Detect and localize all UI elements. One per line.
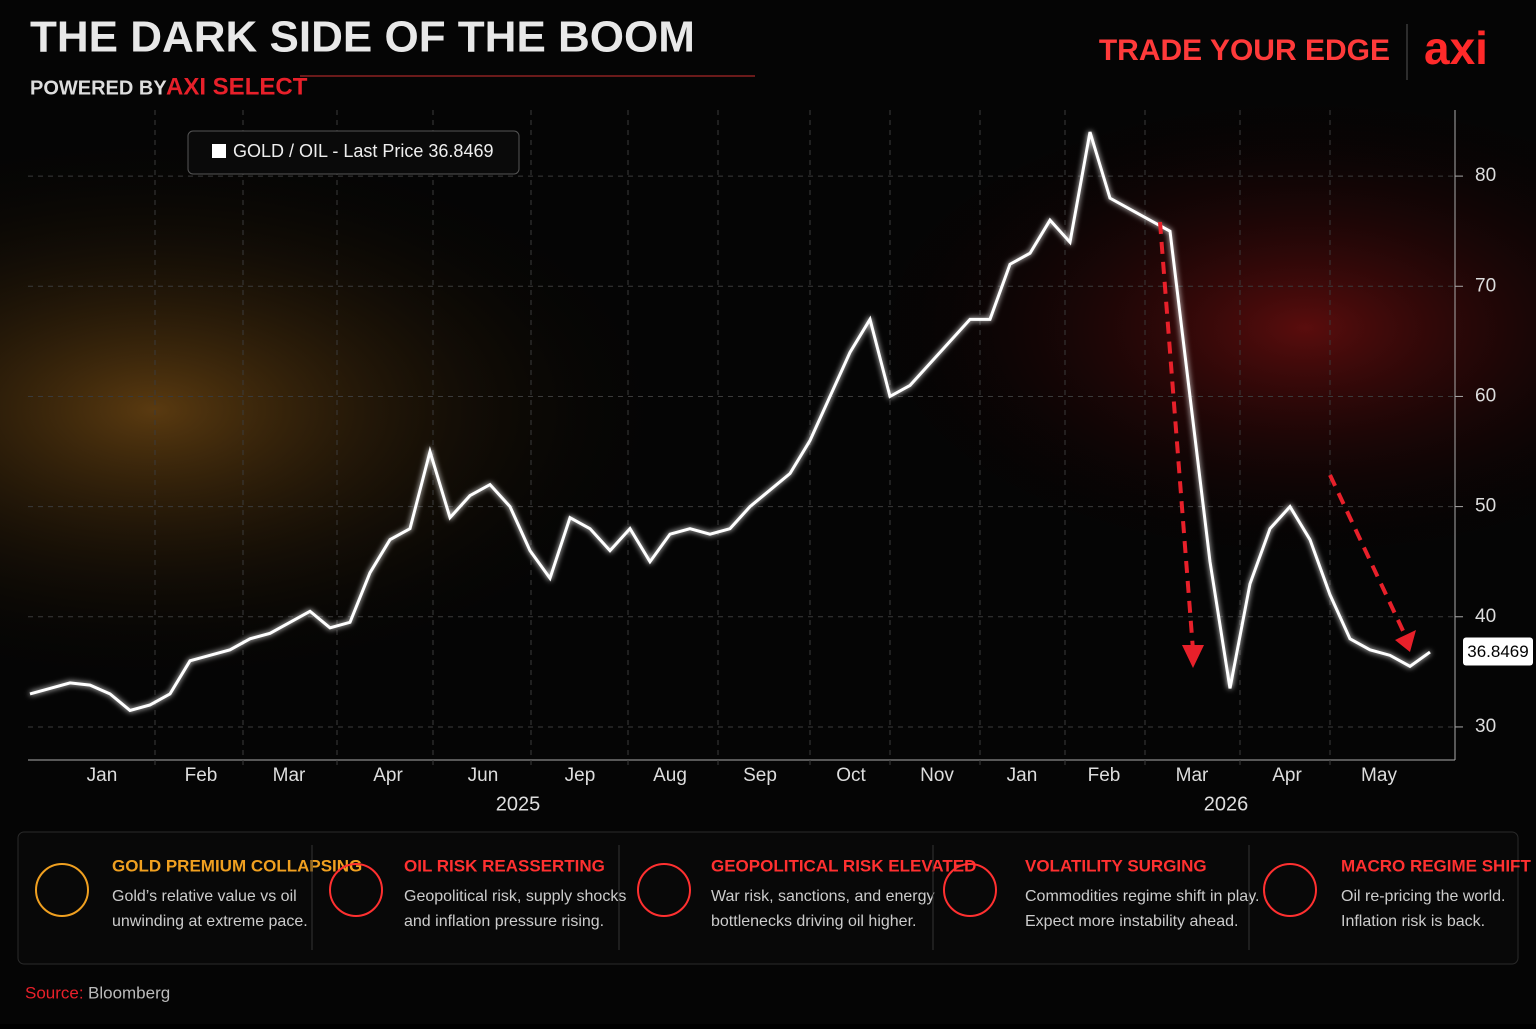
card-title: OIL RISK REASSERTING [404,856,605,875]
x-group-label: 2025 [496,793,541,815]
card-text: bottlenecks driving oil higher. [711,913,916,930]
card-title: MACRO REGIME SHIFT [1341,856,1531,875]
legend-last-price: 36.8469 [428,141,493,161]
drop-arrows [1158,221,1407,651]
legend-box [187,130,520,175]
x-tick-label: Sep [743,765,777,786]
x-tick-label: Feb [1088,765,1121,786]
powered-brand: AXI SELECT [166,73,308,100]
x-tick-label: Nov [920,765,954,786]
card-text: Oil re-pricing the world. [1341,888,1506,905]
y-tick-label: 30 [1475,716,1496,737]
tagline: TRADE YOUR EDGE [1099,34,1390,67]
x-tick-label: Jan [1007,765,1038,786]
y-tick-label: 60 [1475,385,1496,406]
legend-name: GOLD / OIL - Last Price [233,141,423,161]
card-icon [637,863,691,917]
card-text: Geopolitical risk, supply shocks [404,888,626,905]
legend-text: GOLD / OIL - Last Price 36.8469 [233,141,493,161]
card-icon [943,863,997,917]
card-text: Gold’s relative value vs oil [112,888,297,905]
card-icon [1263,863,1317,917]
x-tick-label: Apr [1272,765,1302,786]
x-tick-label: Feb [185,765,218,786]
card-icon [329,863,383,917]
x-tick-label: Aug [653,765,687,786]
y-tick-label: 50 [1475,496,1496,517]
card-title: GEOPOLITICAL RISK ELEVATED [711,856,976,875]
powered-by: POWERED BY [30,77,167,99]
legend-swatch [212,144,226,158]
x-tick-label: May [1361,765,1397,786]
card-text: Expect more instability ahead. [1025,913,1238,930]
price-line [29,131,1431,713]
x-tick-label: Jan [87,765,118,786]
last-price-label: 36.8469 [1467,642,1528,661]
card-text: War risk, sanctions, and energy [711,888,935,905]
card-title: VOLATILITY SURGING [1025,856,1207,875]
logo: axi [1424,22,1488,74]
cards-panel [17,831,1519,965]
card-text: unwinding at extreme pace. [112,913,308,930]
y-tick-label: 80 [1475,165,1496,186]
x-tick-label: Jep [565,765,596,786]
source-label: Source: [25,983,84,1002]
card-text: and inflation pressure rising. [404,913,604,930]
card-text: Commodities regime shift in play. [1025,888,1259,905]
x-tick-label: Oct [836,765,866,786]
y-tick-label: 40 [1475,606,1496,627]
x-tick-label: Jun [468,765,499,786]
card-title: GOLD PREMIUM COLLAPSING [112,856,362,875]
x-tick-label: Mar [273,765,306,786]
x-group-label: 2026 [1204,793,1249,815]
y-tick-label: 70 [1475,275,1496,296]
title: THE DARK SIDE OF THE BOOM [30,13,695,62]
card-text: Inflation risk is back. [1341,913,1485,930]
x-tick-label: Apr [373,765,403,786]
red-glow [0,0,1536,820]
last-price-badge [1463,637,1533,666]
x-tick-label: Mar [1176,765,1209,786]
source-text: Bloomberg [88,983,170,1002]
plot: 30 40 50 60 70 80 Jan Feb Mar Apr Jun Jep Aug Sep Oct N… [28,110,1496,815]
card-icon [35,863,89,917]
